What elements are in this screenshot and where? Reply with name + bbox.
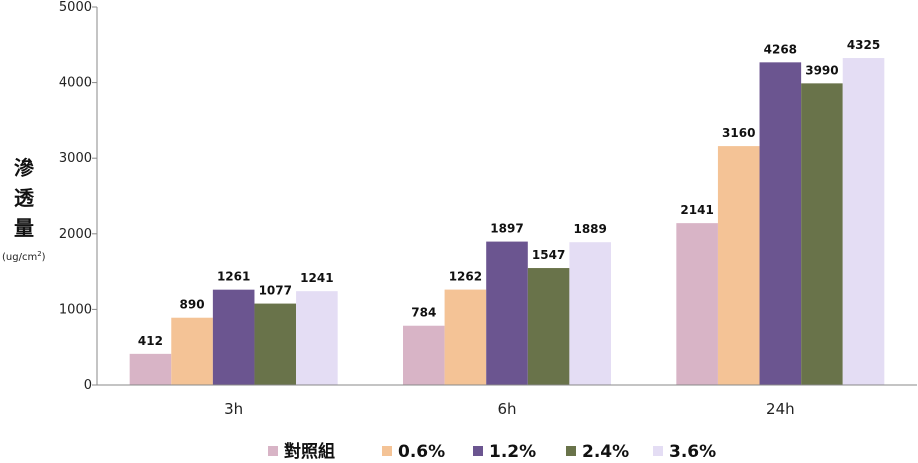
bar-value-label: 1262 — [449, 270, 482, 284]
y-tick-label: 5000 — [59, 0, 92, 15]
legend-swatch — [566, 446, 576, 456]
bar-value-label: 4268 — [764, 42, 797, 56]
y-tick-label: 2000 — [59, 227, 92, 242]
legend-item: 對照組 — [268, 441, 335, 462]
y-tick-label: 3000 — [59, 151, 92, 166]
bar-value-label: 4325 — [847, 38, 880, 52]
legend-label: 對照組 — [284, 441, 335, 462]
bar — [254, 303, 297, 385]
y-tick-label: 1000 — [59, 302, 92, 317]
y-tick-label: 0 — [84, 378, 92, 393]
bar-value-label: 2141 — [680, 203, 713, 217]
bar-value-label: 3160 — [722, 126, 755, 140]
y-tick-label: 4000 — [59, 76, 92, 91]
bar-value-label: 890 — [180, 298, 205, 312]
legend-swatch — [382, 446, 392, 456]
bar — [842, 58, 885, 385]
legend-label: 0.6% — [398, 442, 445, 462]
bar-value-label: 412 — [138, 334, 163, 348]
bar-value-label: 1889 — [573, 222, 606, 236]
bar — [569, 242, 611, 385]
y-axis-unit-close: ) — [42, 252, 46, 263]
y-axis-label-char: 滲 — [14, 156, 35, 180]
bar — [403, 325, 445, 385]
y-axis-label-char: 量 — [14, 216, 34, 240]
legend-label: 2.4% — [582, 442, 629, 462]
bar — [717, 146, 760, 385]
y-axis-unit-text: (ug/cm — [2, 252, 37, 263]
y-axis-unit-superscript: 2 — [37, 250, 41, 258]
bars — [129, 58, 885, 385]
bar-value-label: 784 — [411, 306, 436, 320]
bar — [444, 289, 487, 385]
bar — [801, 83, 843, 385]
bar — [296, 291, 338, 385]
y-axis-label: 滲透量 (ug/cm2) — [2, 156, 46, 263]
legend: 對照組 0.6% 1.2% 2.4% 3.6% — [268, 441, 716, 462]
legend-swatch — [268, 446, 278, 456]
bar — [486, 241, 528, 385]
legend-item: 3.6% — [653, 442, 716, 462]
x-category-label: 3h — [224, 400, 243, 418]
legend-item: 2.4% — [566, 442, 629, 462]
legend-item: 0.6% — [382, 442, 445, 462]
x-category-label: 6h — [497, 400, 516, 418]
y-axis-label-char: 透 — [14, 186, 35, 210]
legend-label: 1.2% — [489, 442, 536, 462]
bar — [759, 62, 802, 385]
bar — [676, 223, 718, 385]
legend-swatch — [473, 446, 483, 456]
bar-value-label: 1077 — [259, 284, 292, 298]
x-category-label: 24h — [766, 400, 795, 418]
legend-item: 1.2% — [473, 442, 536, 462]
bar-value-label: 3990 — [805, 63, 838, 77]
bar-value-label: 1897 — [490, 222, 523, 236]
bar — [212, 289, 255, 385]
bar-value-label: 1547 — [532, 248, 565, 262]
bar — [171, 317, 213, 385]
bar-value-label: 1261 — [217, 270, 250, 284]
data-labels: 412 890 1261 1077 1241 784 1262 1897 1547 1889 214… — [138, 38, 880, 348]
bar — [527, 268, 570, 385]
y-axis-unit: (ug/cm2) — [2, 250, 46, 263]
bar — [129, 353, 172, 385]
bar-value-label: 1241 — [300, 271, 333, 285]
legend-label: 3.6% — [669, 442, 716, 462]
y-axis-ticks: 0 1000 2000 3000 4000 5000 — [59, 0, 97, 393]
legend-swatch — [653, 446, 663, 456]
category-labels: 3h 6h 24h — [224, 400, 794, 418]
